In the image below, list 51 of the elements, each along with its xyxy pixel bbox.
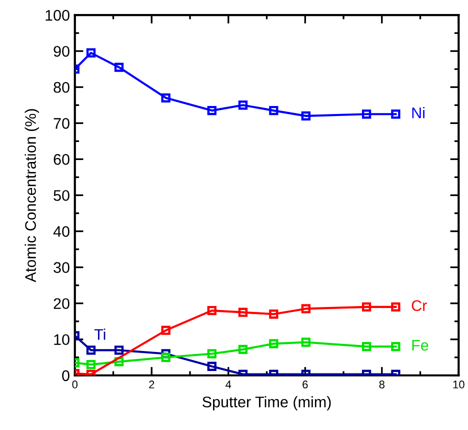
point bbox=[86, 48, 96, 58]
y-tick-label: 40 bbox=[53, 226, 70, 237]
x-tick-label: 6 bbox=[302, 380, 308, 388]
y-tick-label: 50 bbox=[54, 190, 70, 201]
point bbox=[114, 357, 124, 366]
point bbox=[269, 339, 278, 348]
point bbox=[301, 111, 310, 121]
point bbox=[207, 362, 216, 371]
point bbox=[161, 352, 170, 362]
point bbox=[114, 62, 124, 72]
point bbox=[362, 110, 372, 119]
point bbox=[161, 93, 170, 103]
point bbox=[207, 306, 216, 316]
point bbox=[269, 310, 278, 319]
point bbox=[391, 342, 400, 352]
y-tick-label: 30 bbox=[54, 262, 70, 273]
point bbox=[114, 346, 124, 355]
point bbox=[269, 106, 278, 116]
point bbox=[391, 302, 400, 312]
y-tick-label: 70 bbox=[54, 118, 70, 129]
series-label: Fe bbox=[412, 340, 428, 351]
y-tick-label: 90 bbox=[54, 46, 70, 57]
series-label: Cr bbox=[412, 300, 427, 312]
point bbox=[301, 304, 310, 314]
y-tick-label: 80 bbox=[54, 82, 70, 93]
x-axis-title: Sputter Time (mim) bbox=[202, 396, 331, 410]
y-tick-label: 100 bbox=[46, 10, 70, 21]
point bbox=[238, 100, 248, 110]
point bbox=[86, 360, 96, 370]
point bbox=[362, 302, 372, 312]
point bbox=[391, 110, 400, 119]
point bbox=[86, 346, 96, 355]
point bbox=[207, 349, 216, 358]
y-axis-title: Atomic Concentration (%) bbox=[24, 109, 39, 282]
point bbox=[238, 344, 248, 354]
x-tick-label: 8 bbox=[379, 380, 384, 388]
y-tick-label: 0 bbox=[62, 370, 70, 382]
series-label: Ti bbox=[94, 328, 106, 340]
y-tick-label: 20 bbox=[54, 298, 70, 310]
x-tick-label: 10 bbox=[453, 380, 464, 388]
series-label: Ni bbox=[412, 107, 424, 118]
x-tick-label: 2 bbox=[149, 380, 154, 388]
point bbox=[161, 326, 170, 335]
point bbox=[301, 338, 310, 347]
y-tick-label: 10 bbox=[54, 334, 70, 346]
x-tick-label: 0 bbox=[72, 380, 78, 388]
point bbox=[362, 342, 372, 352]
x-tick-label: 4 bbox=[226, 380, 232, 388]
y-tick-label: 60 bbox=[54, 154, 70, 165]
point bbox=[207, 106, 216, 116]
point bbox=[238, 308, 248, 317]
